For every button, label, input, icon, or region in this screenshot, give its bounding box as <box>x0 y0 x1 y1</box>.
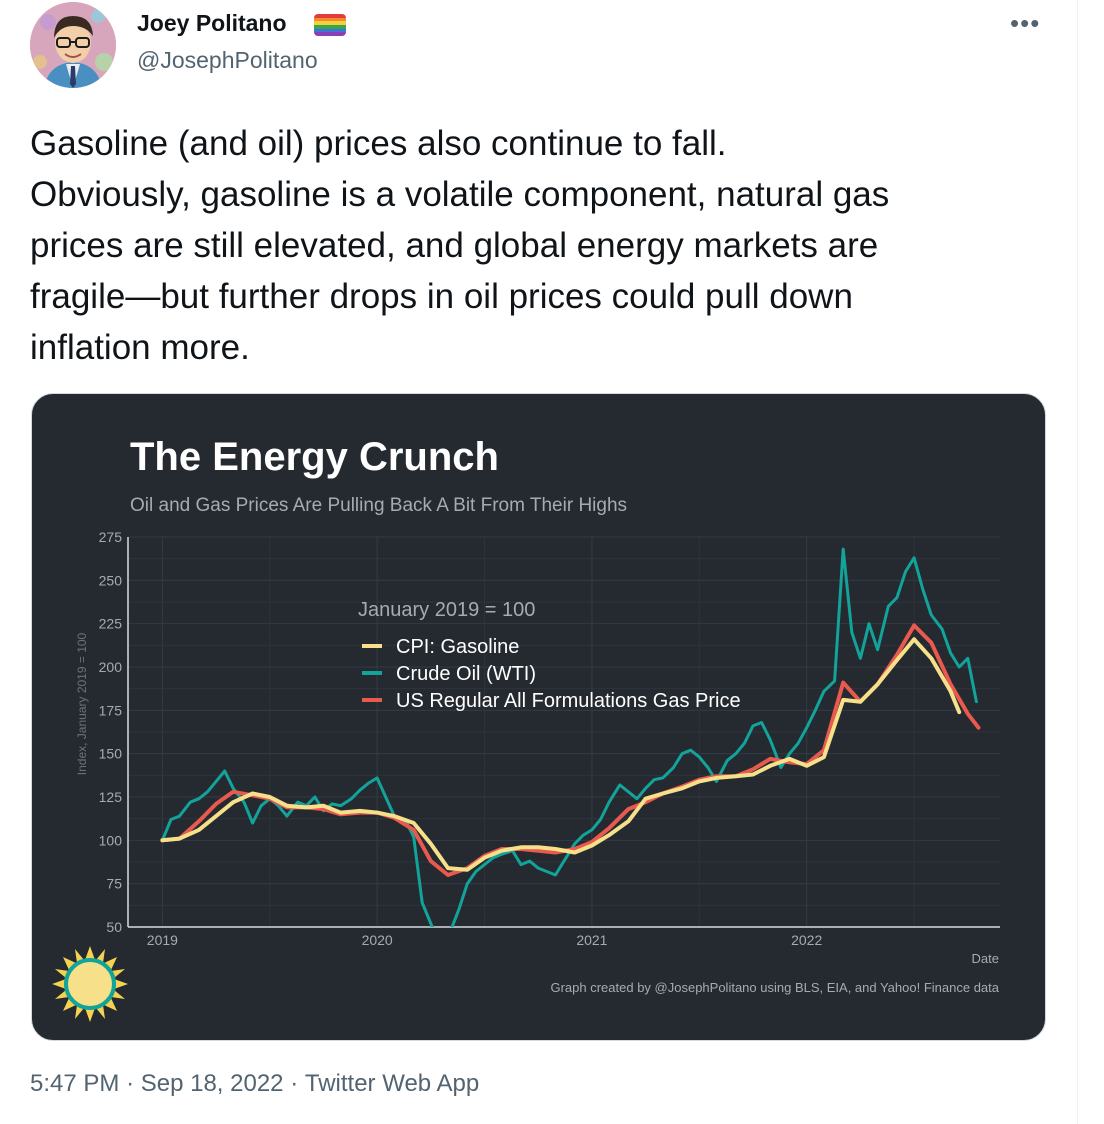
chart-legend: January 2019 = 100 CPI: Gasoline Crude Oi… <box>358 599 741 712</box>
energy-chart: The Energy Crunch Oil and Gas Prices Are… <box>52 435 1000 1022</box>
y-tick-label: 50 <box>106 919 122 935</box>
y-tick-label: 225 <box>99 616 123 632</box>
tweet-meta: 5:47 PM · Sep 18, 2022 · Twitter Web App <box>30 1070 479 1098</box>
chart-title: The Energy Crunch <box>130 435 499 479</box>
plot-area: 50 75 100 125 150 175 200 225 250 275 2019 2020 2021… <box>99 529 1000 948</box>
tweet-line: prices are still elevated, and global en… <box>30 226 879 265</box>
legend-label: CPI: Gasoline <box>396 636 519 658</box>
chart-subtitle: Oil and Gas Prices Are Pulling Back A Bi… <box>130 495 627 516</box>
series-line <box>160 637 962 872</box>
avatar[interactable] <box>30 2 116 88</box>
tweet-time[interactable]: 5:47 PM <box>30 1070 120 1097</box>
tweet-text: Gasoline (and oil) prices also continue … <box>30 118 1060 373</box>
series-line <box>160 623 981 877</box>
source-note: Graph created by @JosephPolitano using B… <box>550 980 999 995</box>
y-tick-label: 275 <box>99 529 123 545</box>
legend-label: US Regular All Formulations Gas Price <box>396 690 741 712</box>
tweet-line: Gasoline (and oil) prices also continue … <box>30 124 727 163</box>
y-tick-label: 75 <box>106 876 122 892</box>
y-tick-label: 250 <box>99 572 123 588</box>
rainbow-flag-icon <box>314 14 346 36</box>
y-tick-label: 100 <box>99 832 123 848</box>
series-line <box>160 547 978 927</box>
avatar-illustration <box>30 2 116 88</box>
tweet-line: Obviously, gasoline is a volatile compon… <box>30 175 890 214</box>
user-handle[interactable]: @JosephPolitano <box>137 47 318 73</box>
x-tick-label: 2019 <box>147 932 178 948</box>
legend-title: January 2019 = 100 <box>358 599 535 621</box>
display-name[interactable]: Joey Politano <box>137 10 287 36</box>
legend-label: Crude Oil (WTI) <box>396 663 536 685</box>
x-axis-label: Date <box>972 951 999 966</box>
tweet-source[interactable]: Twitter Web App <box>304 1070 480 1097</box>
y-tick-label: 125 <box>99 789 123 805</box>
y-tick-label: 150 <box>99 746 123 762</box>
tweet-media-card[interactable]: The Energy Crunch Oil and Gas Prices Are… <box>31 393 1046 1041</box>
tweet-date[interactable]: Sep 18, 2022 <box>140 1070 284 1097</box>
y-tick-label: 200 <box>99 659 123 675</box>
y-axis-label: Index, January 2019 = 100 <box>75 632 89 775</box>
column-divider <box>1077 0 1078 1124</box>
x-tick-label: 2020 <box>362 932 393 948</box>
meta-separator: · <box>290 1070 299 1097</box>
x-tick-label: 2022 <box>791 932 822 948</box>
more-icon[interactable]: ••• <box>1010 8 1041 38</box>
sun-icon <box>52 946 128 1022</box>
y-tick-label: 175 <box>99 702 123 718</box>
tweet-line: inflation more. <box>30 328 250 367</box>
x-tick-label: 2021 <box>576 932 607 948</box>
meta-separator: · <box>126 1070 135 1097</box>
tweet-line: fragile—but further drops in oil prices … <box>30 277 853 316</box>
